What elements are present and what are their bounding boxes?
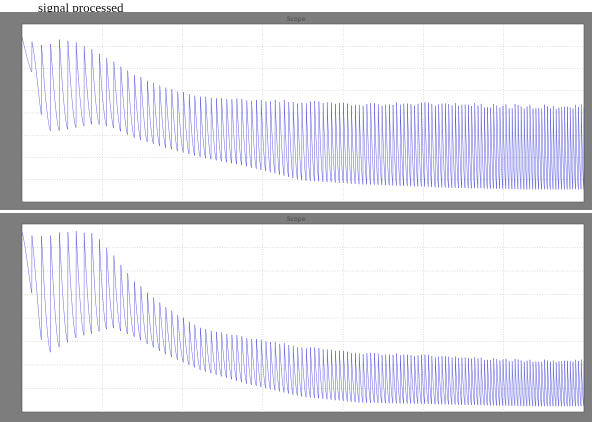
signal-line [21,36,585,190]
signal-trace [21,36,585,190]
panel-title: Scope [287,216,306,223]
figure-caption: signal processed [38,0,124,15]
signal-line [21,231,585,407]
signal-trace [21,231,585,407]
panel-title: Scope [287,16,306,23]
scope-panel-top: Scope [0,12,592,210]
scope-panel-bottom: Scope [0,213,592,422]
